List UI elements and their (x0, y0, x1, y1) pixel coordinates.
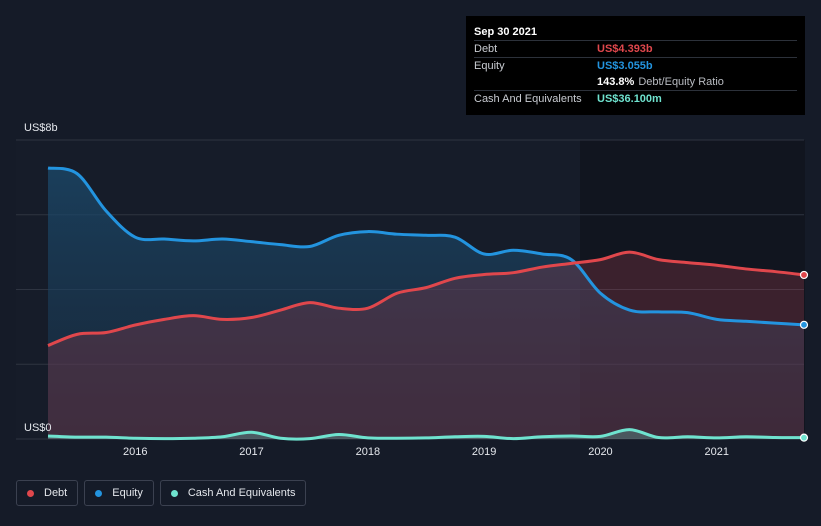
equity-endpoint (799, 320, 809, 329)
tooltip-date: Sep 30 2021 (474, 26, 537, 38)
series-lines (47, 166, 805, 441)
cash-dot-icon (170, 489, 178, 497)
legend-item-debt[interactable]: Debt (16, 480, 79, 506)
x-tick-label: 2016 (122, 446, 148, 458)
x-tick-label: 2021 (704, 446, 729, 458)
tooltip-value: 143.8% (597, 76, 635, 88)
y-axis-bottom-label: US$0 (24, 422, 52, 434)
equity-line (47, 166, 805, 327)
legend-label: Debt (44, 487, 68, 499)
debt-endpoint (799, 270, 809, 280)
tooltip-row-equity: Equity US$3.055b (474, 57, 797, 74)
tooltip-ratio-label: Debt/Equity Ratio (638, 76, 724, 88)
x-tick-label: 2017 (239, 446, 264, 458)
tooltip-label (474, 74, 597, 90)
x-tick-label: 2020 (588, 446, 613, 458)
data-tooltip: Sep 30 2021 Debt US$4.393b Equity US$3.0… (466, 16, 805, 115)
tooltip-value: US$3.055b (597, 60, 653, 72)
debt-line (47, 250, 805, 347)
tooltip-label: Debt (474, 43, 498, 55)
x-tick-label: 2018 (355, 446, 381, 458)
debt-dot-icon (27, 489, 34, 497)
tooltip-label: Equity (474, 60, 505, 72)
tooltip-row-cash: Cash And Equivalents US$36.100m (474, 90, 797, 107)
equity-dot-icon (95, 489, 103, 497)
equity-area (48, 168, 804, 439)
series-endpoints (799, 270, 809, 442)
chart-legend: Debt Equity Cash And Equivalents (16, 480, 307, 506)
tooltip-value: US$36.100m (597, 93, 662, 105)
tooltip-label: Cash And Equivalents (474, 93, 582, 105)
cash-and-equivalents-area (48, 429, 804, 440)
tooltip-value: US$4.393b (597, 43, 653, 55)
cash-and-equivalents-line (47, 428, 805, 441)
y-axis-top-label: US$8b (24, 122, 58, 134)
tooltip-row-ratio: 143.8% Debt/Equity Ratio (474, 74, 797, 90)
legend-item-cash[interactable]: Cash And Equivalents (159, 480, 307, 506)
series-areas (48, 168, 804, 440)
debt-area (48, 252, 804, 439)
legend-label: Equity (112, 487, 143, 499)
tooltip-row-debt: Debt US$4.393b (474, 40, 797, 57)
cash-and-equivalents-endpoint (799, 433, 809, 442)
x-tick-label: 2019 (471, 446, 497, 458)
legend-item-equity[interactable]: Equity (84, 480, 154, 506)
legend-label: Cash And Equivalents (187, 487, 296, 499)
